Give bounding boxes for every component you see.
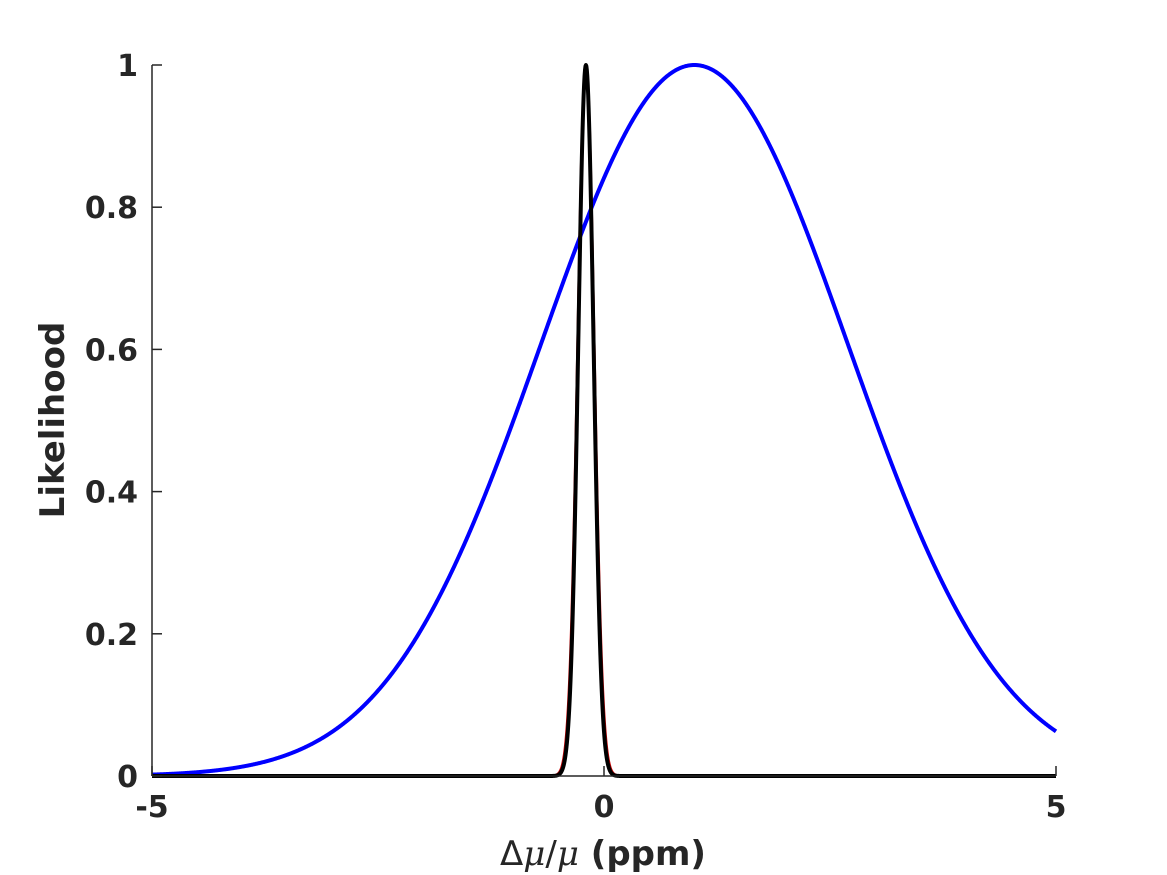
x-tick-label: 0 xyxy=(594,790,615,825)
x-axis-label: Δμ/μ (ppm) xyxy=(500,834,706,874)
x-tick-label: -5 xyxy=(135,790,168,825)
axes-group xyxy=(151,65,1056,777)
ticks-group: 00.20.40.60.81-5 0 5 xyxy=(85,49,1067,825)
y-tick-label: 0.4 xyxy=(85,476,138,511)
y-tick-label: 0 xyxy=(117,760,138,795)
x-axis-label-part: μ xyxy=(557,834,579,874)
x-tick-label: 5 xyxy=(1046,790,1067,825)
series-line-1 xyxy=(150,63,1058,777)
x-axis-label-part: / xyxy=(545,834,557,874)
y-tick-label: 0.6 xyxy=(85,333,138,368)
x-axis-label-part: Δ xyxy=(500,834,523,874)
x-axis-label-part: (ppm) xyxy=(579,834,706,874)
y-tick-label: 1 xyxy=(117,49,138,84)
y-tick-label: 0.8 xyxy=(85,191,138,226)
x-axis-label-part: μ xyxy=(523,834,545,874)
curves-group xyxy=(150,63,1058,778)
y-axis-label: Likelihood xyxy=(33,322,73,519)
y-tick-label: 0.2 xyxy=(85,618,138,653)
series-line-3 xyxy=(150,63,1058,778)
series-line-2 xyxy=(150,63,1058,778)
